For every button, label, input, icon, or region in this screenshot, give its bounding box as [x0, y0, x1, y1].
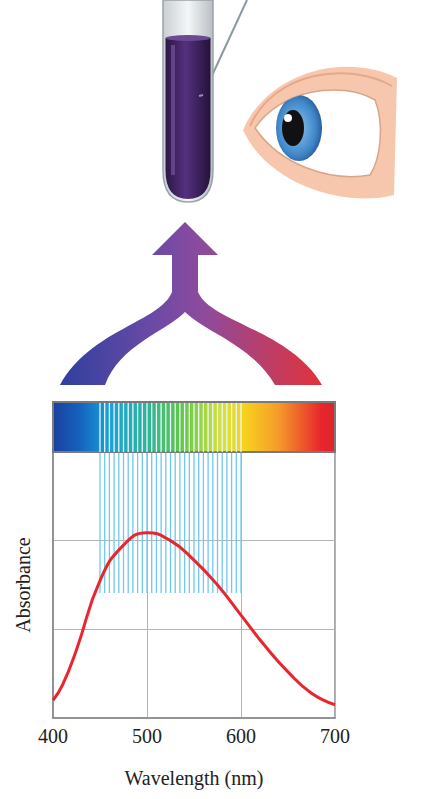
svg-text:400: 400 — [38, 725, 68, 747]
svg-text:Absorbance: Absorbance — [12, 537, 34, 633]
svg-text:Wavelength (nm): Wavelength (nm) — [125, 767, 264, 790]
svg-text:500: 500 — [132, 725, 162, 747]
svg-text:600: 600 — [226, 725, 256, 747]
svg-text:700: 700 — [320, 725, 350, 747]
